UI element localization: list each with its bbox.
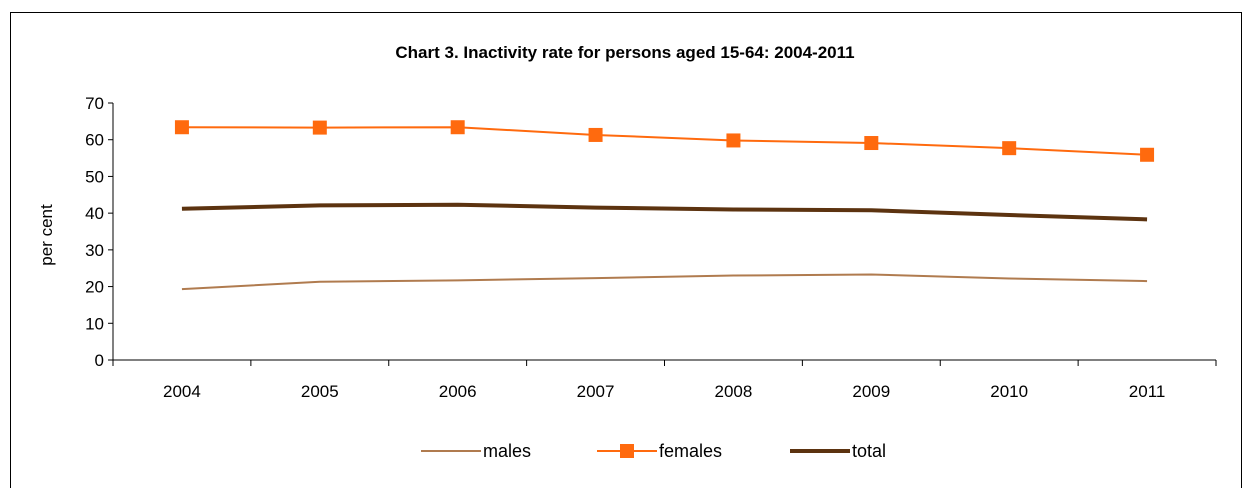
legend-item-males: males	[421, 441, 531, 461]
y-axis-label: per cent	[37, 204, 56, 266]
series-line-females	[181, 126, 1148, 156]
y-tick-label: 60	[85, 131, 104, 150]
y-tick-label: 30	[85, 241, 104, 260]
data-point-females	[1140, 147, 1155, 162]
axes: 0 10 20 30 40 50 60 70 2004 2005 2006 2007 2008 2009 2…	[85, 94, 1217, 401]
data-point-females	[726, 133, 741, 148]
series-line-total	[181, 202, 1148, 222]
y-tick-label: 20	[85, 278, 104, 297]
data-point-females	[864, 136, 879, 151]
y-tick-label: 10	[85, 314, 104, 333]
series-line-males	[181, 273, 1148, 291]
data-point-females	[450, 120, 465, 135]
y-tick-label: 70	[85, 94, 104, 113]
legend-label-females: females	[659, 441, 722, 461]
x-tick-label: 2011	[1129, 382, 1166, 401]
x-tick-label: 2005	[301, 382, 339, 401]
x-tick-label: 2004	[163, 382, 201, 401]
x-tick-label: 2009	[852, 382, 890, 401]
y-tick-label: 50	[85, 167, 104, 186]
legend-item-females: females	[597, 441, 722, 461]
series-layer	[174, 120, 1155, 291]
series-females	[174, 120, 1155, 162]
data-point-females	[1002, 141, 1017, 156]
data-point-females	[312, 120, 327, 135]
series-total	[181, 202, 1148, 222]
x-tick-label: 2006	[439, 382, 477, 401]
legend-label-total: total	[852, 441, 886, 461]
legend: males females total	[421, 441, 886, 461]
chart-frame	[10, 12, 1242, 488]
data-point-females	[588, 127, 603, 142]
x-tick-label: 2007	[577, 382, 615, 401]
y-tick-label: 40	[85, 204, 104, 223]
chart-title: Chart 3. Inactivity rate for persons age…	[395, 43, 854, 62]
legend-label-males: males	[483, 441, 531, 461]
legend-marker-females	[620, 444, 634, 458]
x-tick-label: 2010	[990, 382, 1028, 401]
data-point-females	[174, 120, 189, 135]
series-males	[181, 273, 1148, 291]
x-tick-label: 2008	[715, 382, 753, 401]
y-tick-label: 0	[95, 351, 104, 370]
legend-item-total: total	[790, 441, 886, 461]
